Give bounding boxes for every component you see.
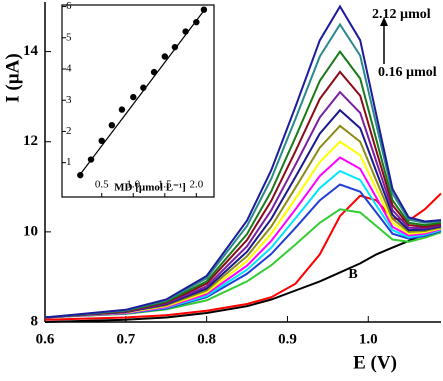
- x-axis-title: MD [µmol L⁻¹]: [114, 182, 186, 194]
- y-tick-label: 6: [66, 0, 72, 12]
- voltammogram: [44, 4, 442, 319]
- voltammogram: [44, 124, 442, 319]
- data-point: [130, 93, 137, 101]
- y-tick-label: 10: [23, 223, 38, 239]
- voltammogram: [44, 208, 442, 319]
- x-tick-label: 2.0: [189, 179, 203, 191]
- voltammogram: [44, 140, 442, 319]
- annotation: 2.12 µmol: [372, 7, 431, 22]
- x-tick-label: 0.6: [36, 331, 55, 347]
- voltammogram: [44, 226, 442, 323]
- data-point: [171, 43, 179, 51]
- y-tick-label: 14: [23, 43, 39, 59]
- data-point: [200, 6, 208, 13]
- voltammogram: [44, 49, 442, 319]
- x-axis-title: E (V): [353, 352, 397, 373]
- y-tick-label: 1: [66, 156, 72, 168]
- voltammogram: [44, 108, 442, 319]
- annotation: B: [348, 267, 357, 282]
- voltammogram: [44, 22, 442, 319]
- y-tick-label: 2: [66, 125, 72, 137]
- x-tick-label: 0.9: [278, 331, 297, 347]
- data-point: [118, 106, 126, 113]
- y-tick-label: 5: [66, 31, 72, 43]
- data-point: [150, 68, 158, 76]
- data-point: [98, 137, 105, 145]
- y-tick-label: 12: [23, 133, 38, 149]
- x-tick-label: 1.5: [158, 179, 172, 191]
- data-point: [193, 18, 200, 26]
- x-tick-label: 0.8: [197, 331, 216, 347]
- data-point: [140, 84, 147, 91]
- data-point: [161, 53, 169, 60]
- y-tick-label: 3: [66, 94, 72, 106]
- voltammogram: [44, 70, 442, 319]
- annotation: 0.16 µmol: [378, 65, 437, 80]
- x-tick-label: 1.0: [126, 179, 140, 191]
- data-point: [77, 171, 84, 179]
- data-point: [182, 28, 189, 35]
- voltammogram: [44, 156, 442, 319]
- fit-line: [77, 7, 207, 178]
- x-tick-label: 0.7: [116, 331, 135, 347]
- data-point: [87, 156, 95, 163]
- x-tick-label: 0.5: [95, 179, 109, 191]
- x-tick-label: 1.0: [359, 331, 378, 347]
- y-tick-label: 4: [66, 63, 72, 75]
- data-point: [108, 121, 116, 129]
- arrow-head: [380, 17, 388, 26]
- y-axis-title: I (µA): [2, 53, 23, 102]
- voltammogram: [44, 90, 442, 319]
- y-tick-label: 8: [31, 313, 39, 329]
